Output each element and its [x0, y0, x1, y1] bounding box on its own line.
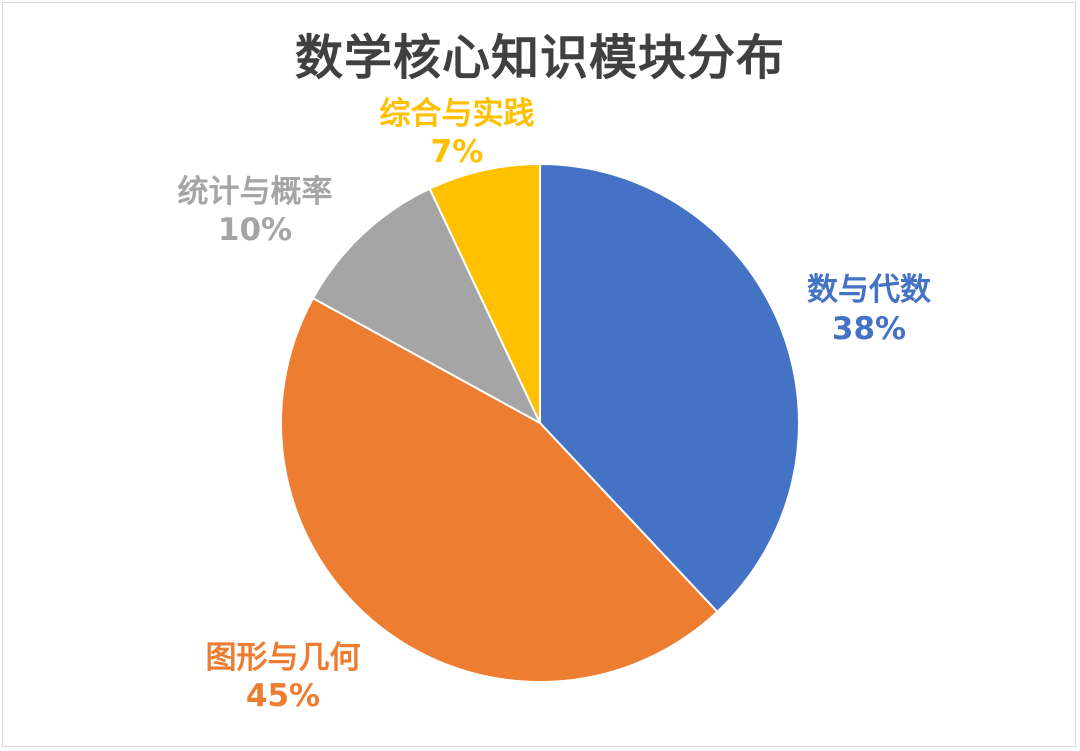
pie-slice-comprehensive-practice [428, 162, 541, 424]
data-label-category-comprehensive-practice: 综合与实践 [380, 96, 535, 132]
data-label-percent-geometry: 45% [246, 678, 320, 714]
pie-slice-geometry [280, 296, 719, 683]
data-label-percent-numbers-algebra: 38% [832, 311, 906, 347]
data-label-category-geometry: 图形与几何 [206, 640, 361, 676]
data-label-category-statistics-probability: 统计与概率 [178, 174, 333, 210]
pie-slice-statistics-probability [311, 187, 543, 426]
data-label-percent-comprehensive-practice: 7% [431, 134, 484, 170]
data-label-percent-statistics-probability: 10% [218, 212, 292, 248]
pie-slice-numbers-algebra [539, 162, 800, 614]
data-label-category-numbers-algebra: 数与代数 [807, 272, 931, 308]
chart-title: 数学核心知识模块分布 [294, 30, 785, 86]
